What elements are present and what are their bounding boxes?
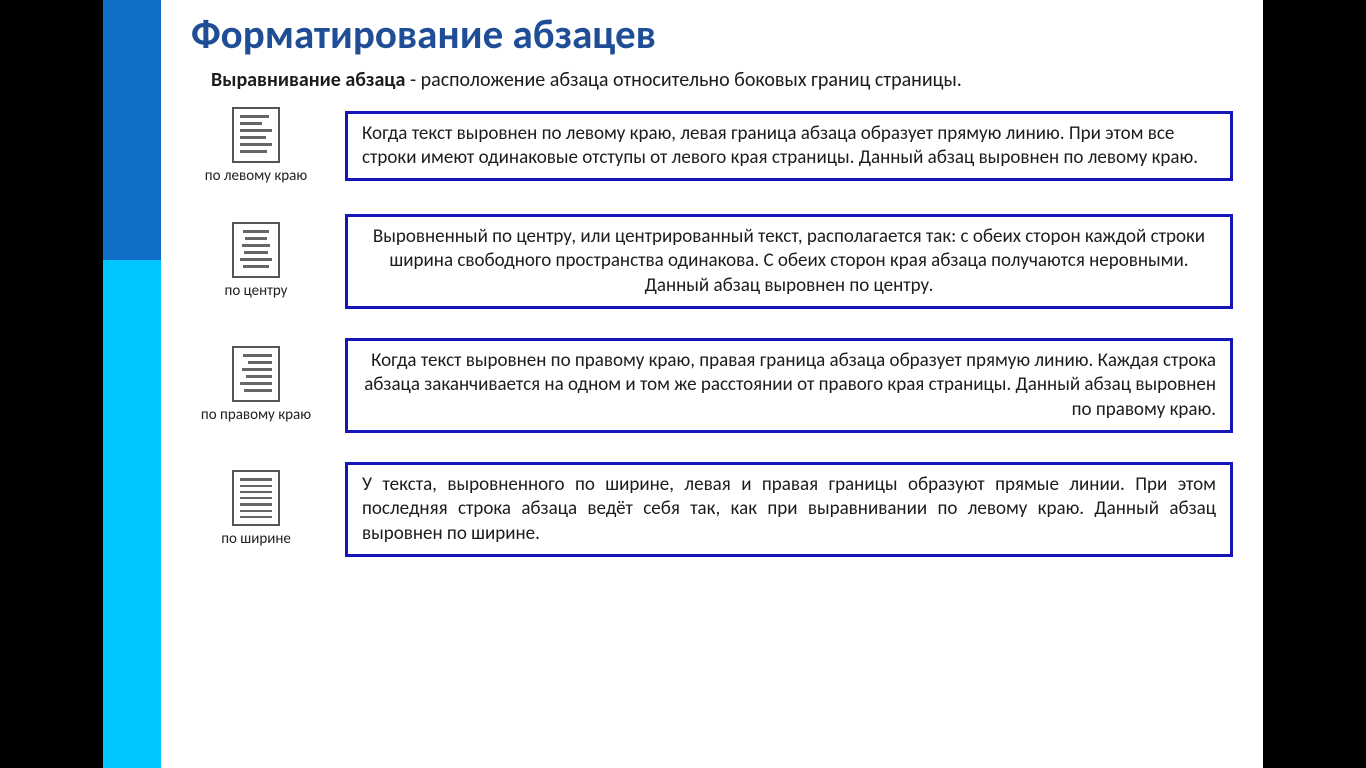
alignment-description-box: Выровненный по центру, или центрированны… xyxy=(345,214,1233,309)
alignment-icon-label: по ширине xyxy=(221,530,291,548)
alignment-row: по центру Выровненный по центру, или цент… xyxy=(191,214,1233,309)
alignment-description-box: У текста, выровненного по ширине, левая … xyxy=(345,462,1233,557)
alignment-icon-block: по центру xyxy=(191,222,321,300)
alignment-icon-block: по правому краю xyxy=(191,346,321,424)
alignment-row: по ширине У текста, выровненного по ширин… xyxy=(191,462,1233,557)
alignment-icon-block: по ширине xyxy=(191,470,321,548)
document-align-left-icon xyxy=(232,107,280,163)
slide: Форматирование абзацев Выравнивание абза… xyxy=(103,0,1263,768)
content-area: Форматирование абзацев Выравнивание абза… xyxy=(161,0,1263,768)
alignment-row: по левому краю Когда текст выровнен по ле… xyxy=(191,107,1233,185)
alignment-description-box: Когда текст выровнен по левому краю, лев… xyxy=(345,111,1233,182)
sidebar-stripe-top xyxy=(103,0,161,260)
intro-rest: - расположение абзаца относительно боков… xyxy=(405,68,961,92)
document-align-justify-icon xyxy=(232,470,280,526)
intro-paragraph: Выравнивание абзаца - расположение абзац… xyxy=(191,68,1233,93)
alignment-description-box: Когда текст выровнен по правому краю, пр… xyxy=(345,338,1233,433)
intro-bold: Выравнивание абзаца xyxy=(211,68,405,92)
alignment-icon-label: по центру xyxy=(225,282,288,300)
sidebar xyxy=(103,0,161,768)
document-align-center-icon xyxy=(232,222,280,278)
alignment-icon-label: по левому краю xyxy=(205,167,307,185)
alignment-row: по правому краю Когда текст выровнен по п… xyxy=(191,338,1233,433)
document-align-right-icon xyxy=(232,346,280,402)
alignment-icon-block: по левому краю xyxy=(191,107,321,185)
page-title: Форматирование абзацев xyxy=(191,10,1233,60)
sidebar-stripe-bottom xyxy=(103,260,161,768)
alignment-rows: по левому краю Когда текст выровнен по ле… xyxy=(191,107,1233,557)
alignment-icon-label: по правому краю xyxy=(201,406,311,424)
